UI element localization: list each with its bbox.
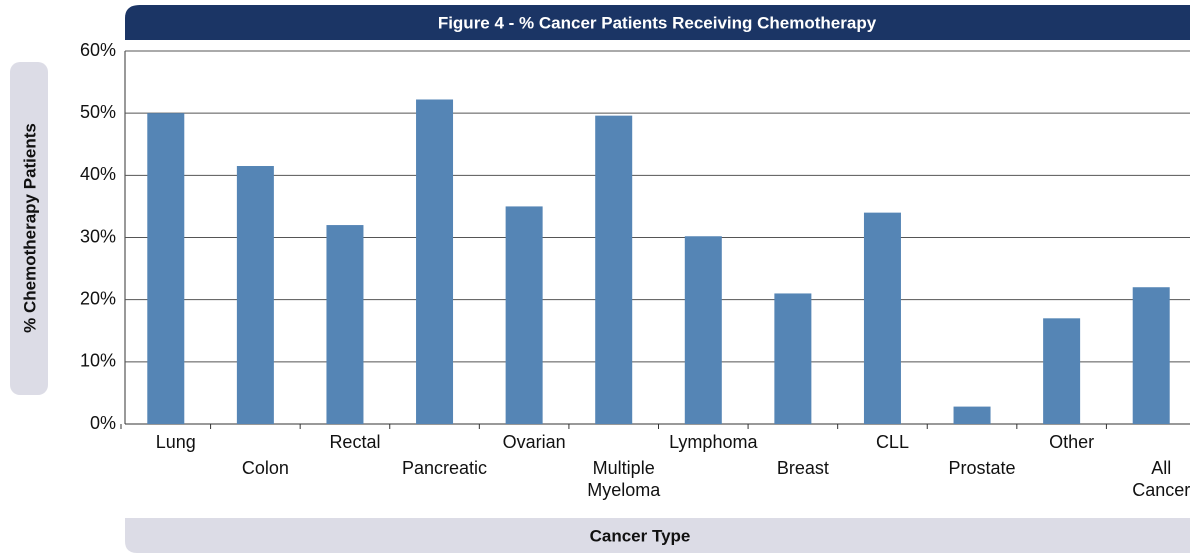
x-tick-label: Colon (241, 458, 289, 478)
x-label-box (125, 518, 1190, 553)
x-tick-label: Rectal (329, 432, 381, 452)
x-tick-label: Other (1049, 432, 1095, 452)
bar (326, 225, 364, 424)
bar (863, 212, 901, 424)
chart-title: Figure 4 - % Cancer Patients Receiving C… (438, 13, 877, 32)
x-tick-label: Lung (155, 432, 196, 452)
y-tick-label: 20% (80, 288, 116, 308)
bar (684, 236, 722, 424)
bar (953, 406, 991, 424)
x-tick-label: Multiple Myeloma (587, 458, 661, 500)
y-axis-label: % Chemotherapy Patients (20, 123, 39, 333)
x-tick-label: Breast (776, 458, 829, 478)
y-tick-label: 30% (80, 226, 116, 246)
y-tick-label: 60% (80, 40, 116, 60)
y-tick-label: 40% (80, 164, 116, 184)
x-tick-label: Pancreatic (402, 458, 488, 478)
x-axis-label: Cancer Type (590, 526, 691, 545)
x-tick-label: All Cancer (1132, 458, 1190, 500)
bar (774, 293, 812, 424)
bar (416, 99, 454, 425)
bar (505, 206, 543, 424)
title-banner (125, 5, 1190, 40)
bar (147, 113, 185, 425)
y-tick-label: 10% (80, 351, 116, 371)
x-tick-label: Ovarian (502, 432, 566, 452)
bar (1043, 318, 1081, 424)
y-tick-label: 0% (90, 413, 116, 433)
y-tick-label: 50% (80, 102, 116, 122)
y-label-box (10, 62, 48, 395)
x-tick-label: Prostate (948, 458, 1016, 478)
x-tick-label: CLL (875, 432, 909, 452)
x-tick-label: Lymphoma (669, 432, 758, 452)
bar (595, 115, 633, 425)
bar (236, 166, 274, 424)
bar (1132, 287, 1170, 424)
